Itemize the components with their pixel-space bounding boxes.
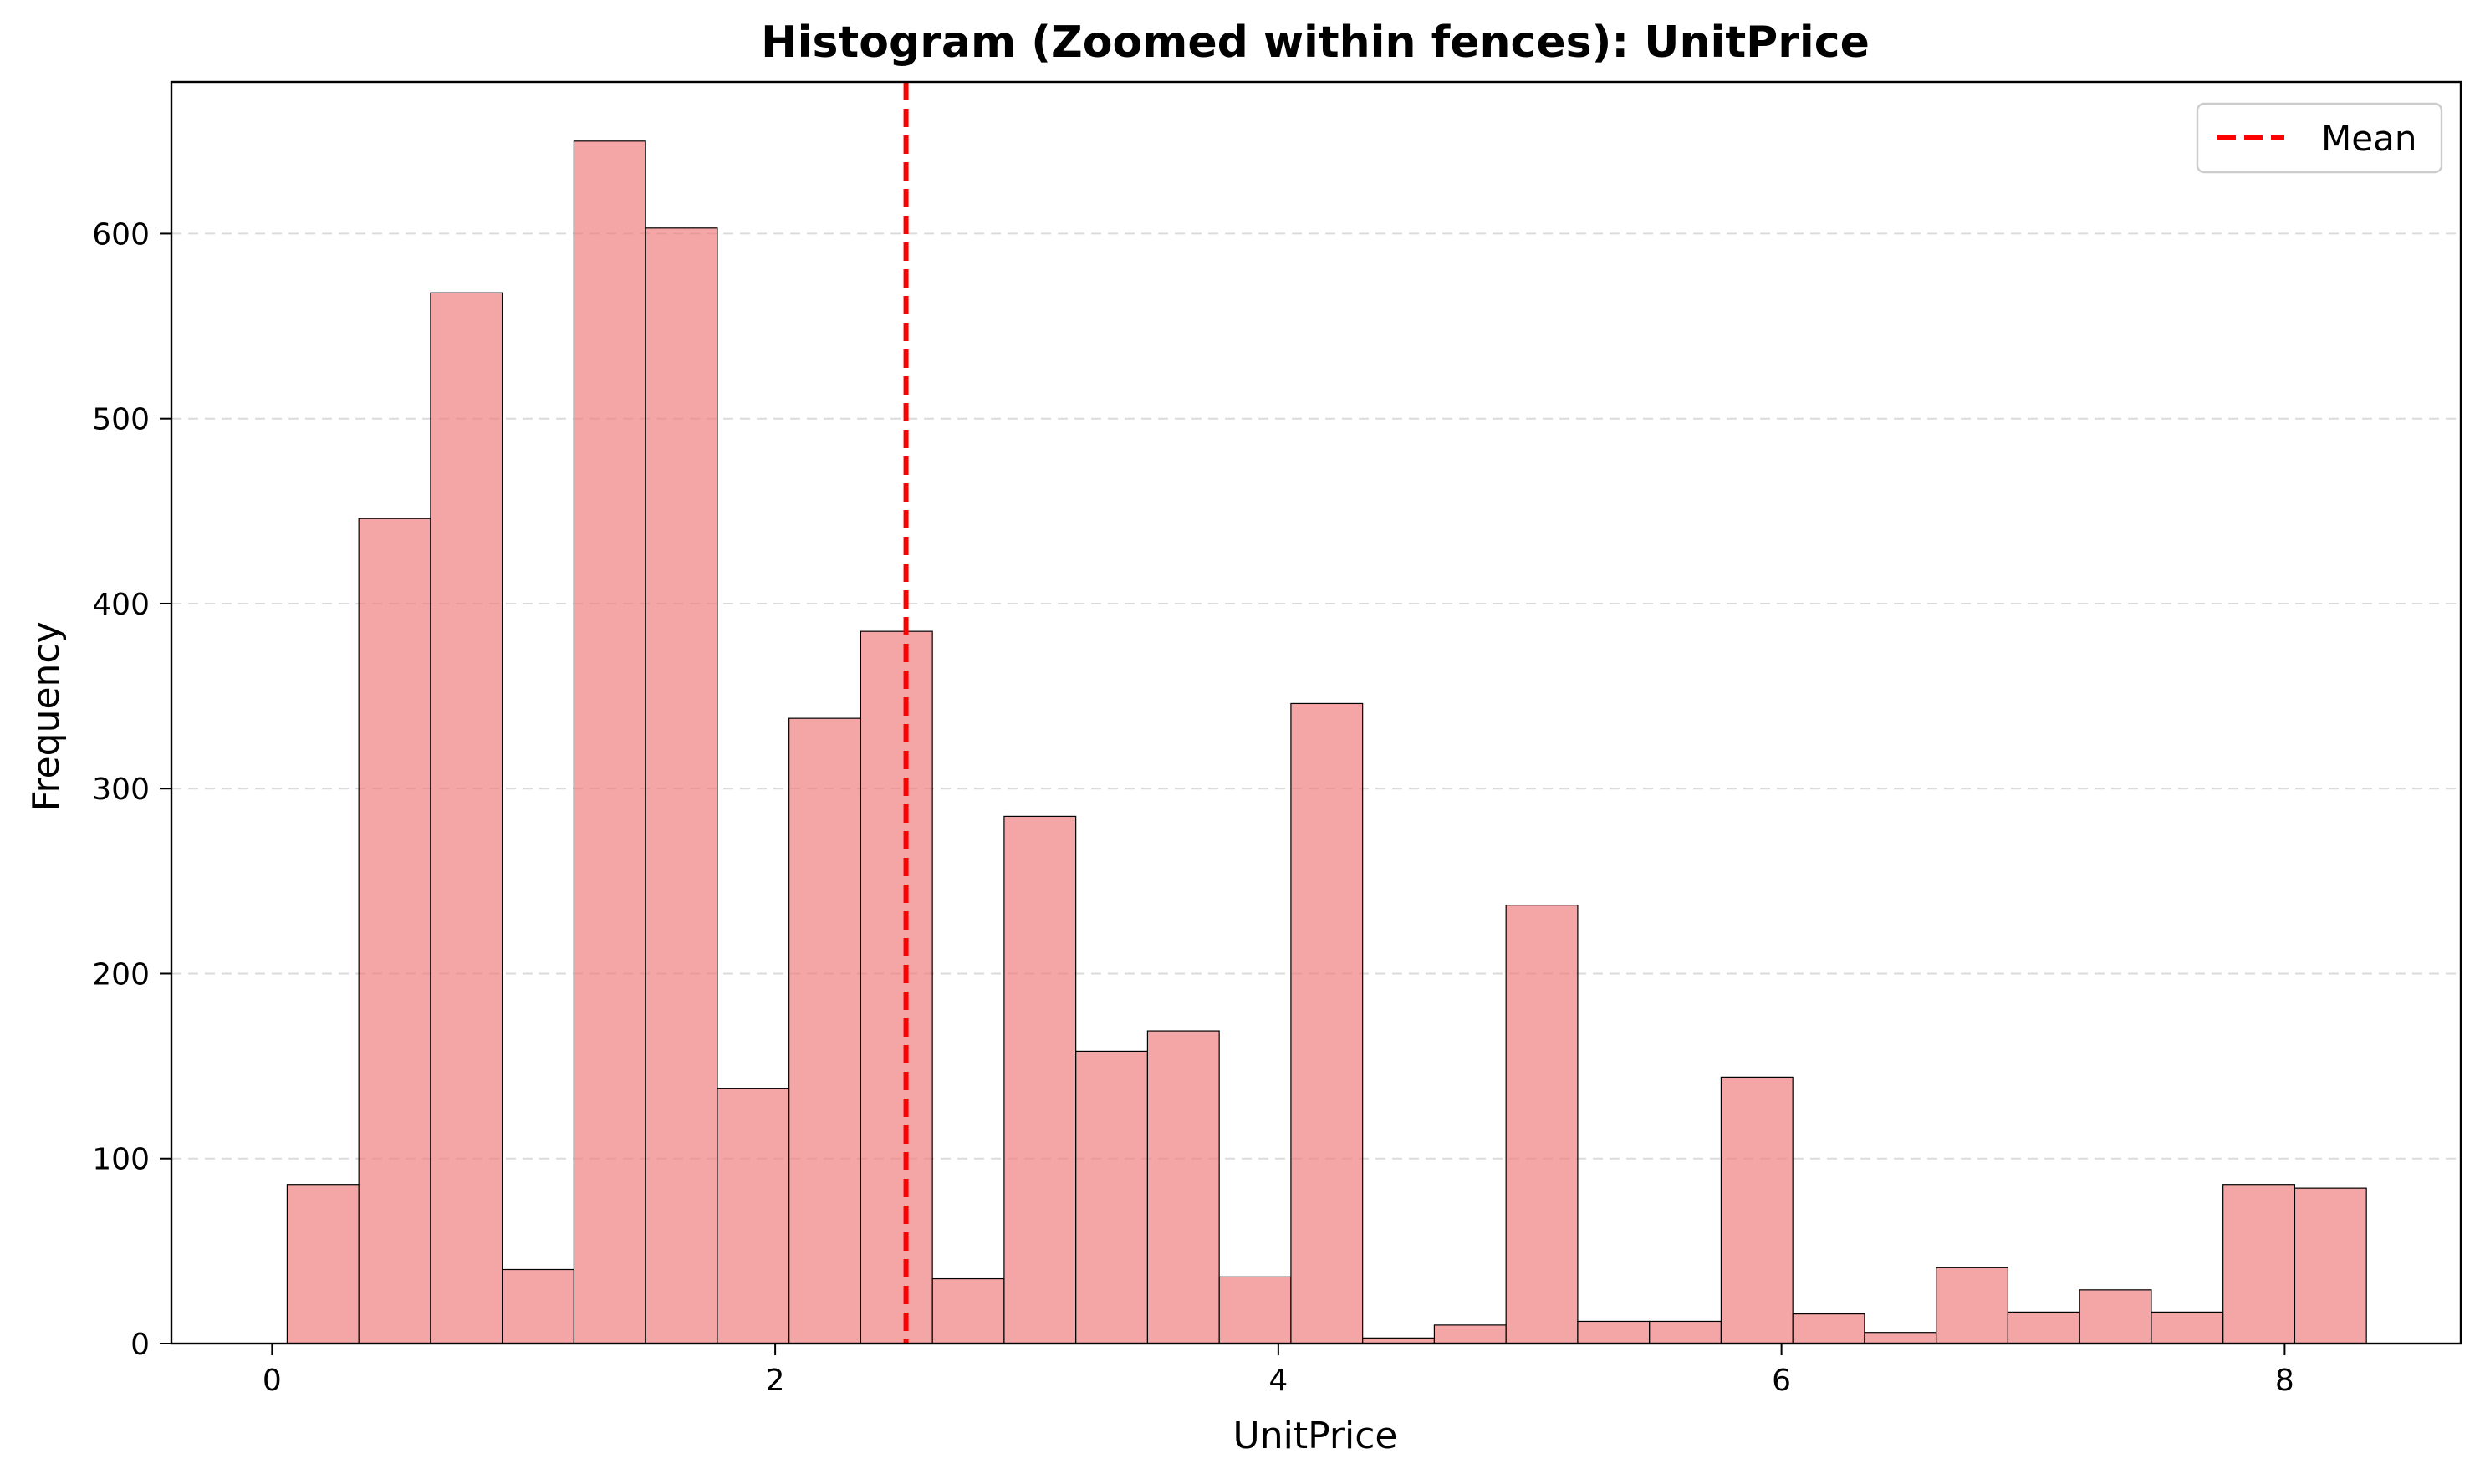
histogram-bar	[2079, 1289, 2152, 1344]
y-tick-label: 600	[92, 217, 150, 252]
legend: Mean	[2196, 102, 2443, 174]
histogram-bar	[788, 717, 862, 1344]
y-tick-label: 200	[92, 957, 150, 992]
x-axis-ticks: 0 2 4 6 8	[263, 1344, 2294, 1398]
x-tick-label: 0	[263, 1364, 282, 1398]
histogram-bar	[358, 518, 431, 1344]
histogram-bar	[1075, 1050, 1149, 1344]
x-tick-label: 8	[2275, 1364, 2294, 1398]
y-tick-label: 500	[92, 403, 150, 437]
y-tick-label: 100	[92, 1143, 150, 1177]
histogram-bar	[286, 1184, 360, 1344]
histogram-bar	[1792, 1313, 1865, 1344]
histogram-bar	[2151, 1311, 2224, 1344]
legend-mean-label: Mean	[2321, 118, 2416, 159]
histogram-bar	[645, 227, 718, 1344]
histogram-bar	[1505, 905, 1579, 1344]
histogram-bar	[1577, 1320, 1651, 1344]
histogram-bar	[2222, 1184, 2296, 1344]
histogram-bar	[430, 292, 503, 1344]
histogram-bar	[1003, 815, 1077, 1344]
histogram-bar	[502, 1268, 575, 1344]
histogram-bar	[931, 1277, 1005, 1344]
histogram-bar	[860, 630, 933, 1344]
histogram-bar	[1218, 1276, 1292, 1344]
y-axis-label: Frequency	[25, 621, 68, 811]
y-axis-ticks: 0 100 200 300 400 500 600	[92, 217, 171, 1362]
x-tick-label: 6	[1772, 1364, 1791, 1398]
histogram-bar	[2294, 1187, 2367, 1344]
x-axis-label: UnitPrice	[1233, 1415, 1398, 1457]
histogram-bar	[573, 140, 646, 1344]
histogram-bar	[1720, 1076, 1794, 1344]
histogram-bar	[1433, 1324, 1507, 1344]
histogram-bars	[286, 140, 2367, 1344]
histogram-bar	[1936, 1267, 2009, 1344]
histogram-bar	[1864, 1332, 1937, 1344]
y-tick-label: 300	[92, 773, 150, 807]
x-tick-label: 2	[766, 1364, 785, 1398]
y-tick-label: 0	[130, 1328, 150, 1362]
histogram-bar	[2007, 1311, 2080, 1344]
histogram-bar	[1146, 1030, 1220, 1344]
x-tick-label: 4	[1268, 1364, 1288, 1398]
chart-title: Histogram (Zoomed within fences): UnitPr…	[761, 18, 1870, 68]
histogram-bar	[1649, 1320, 1722, 1344]
histogram-bar	[717, 1088, 790, 1344]
legend-box	[2196, 102, 2443, 174]
plot-area-frame	[170, 80, 2462, 1345]
y-tick-label: 400	[92, 588, 150, 622]
histogram-bar	[1290, 702, 1364, 1344]
